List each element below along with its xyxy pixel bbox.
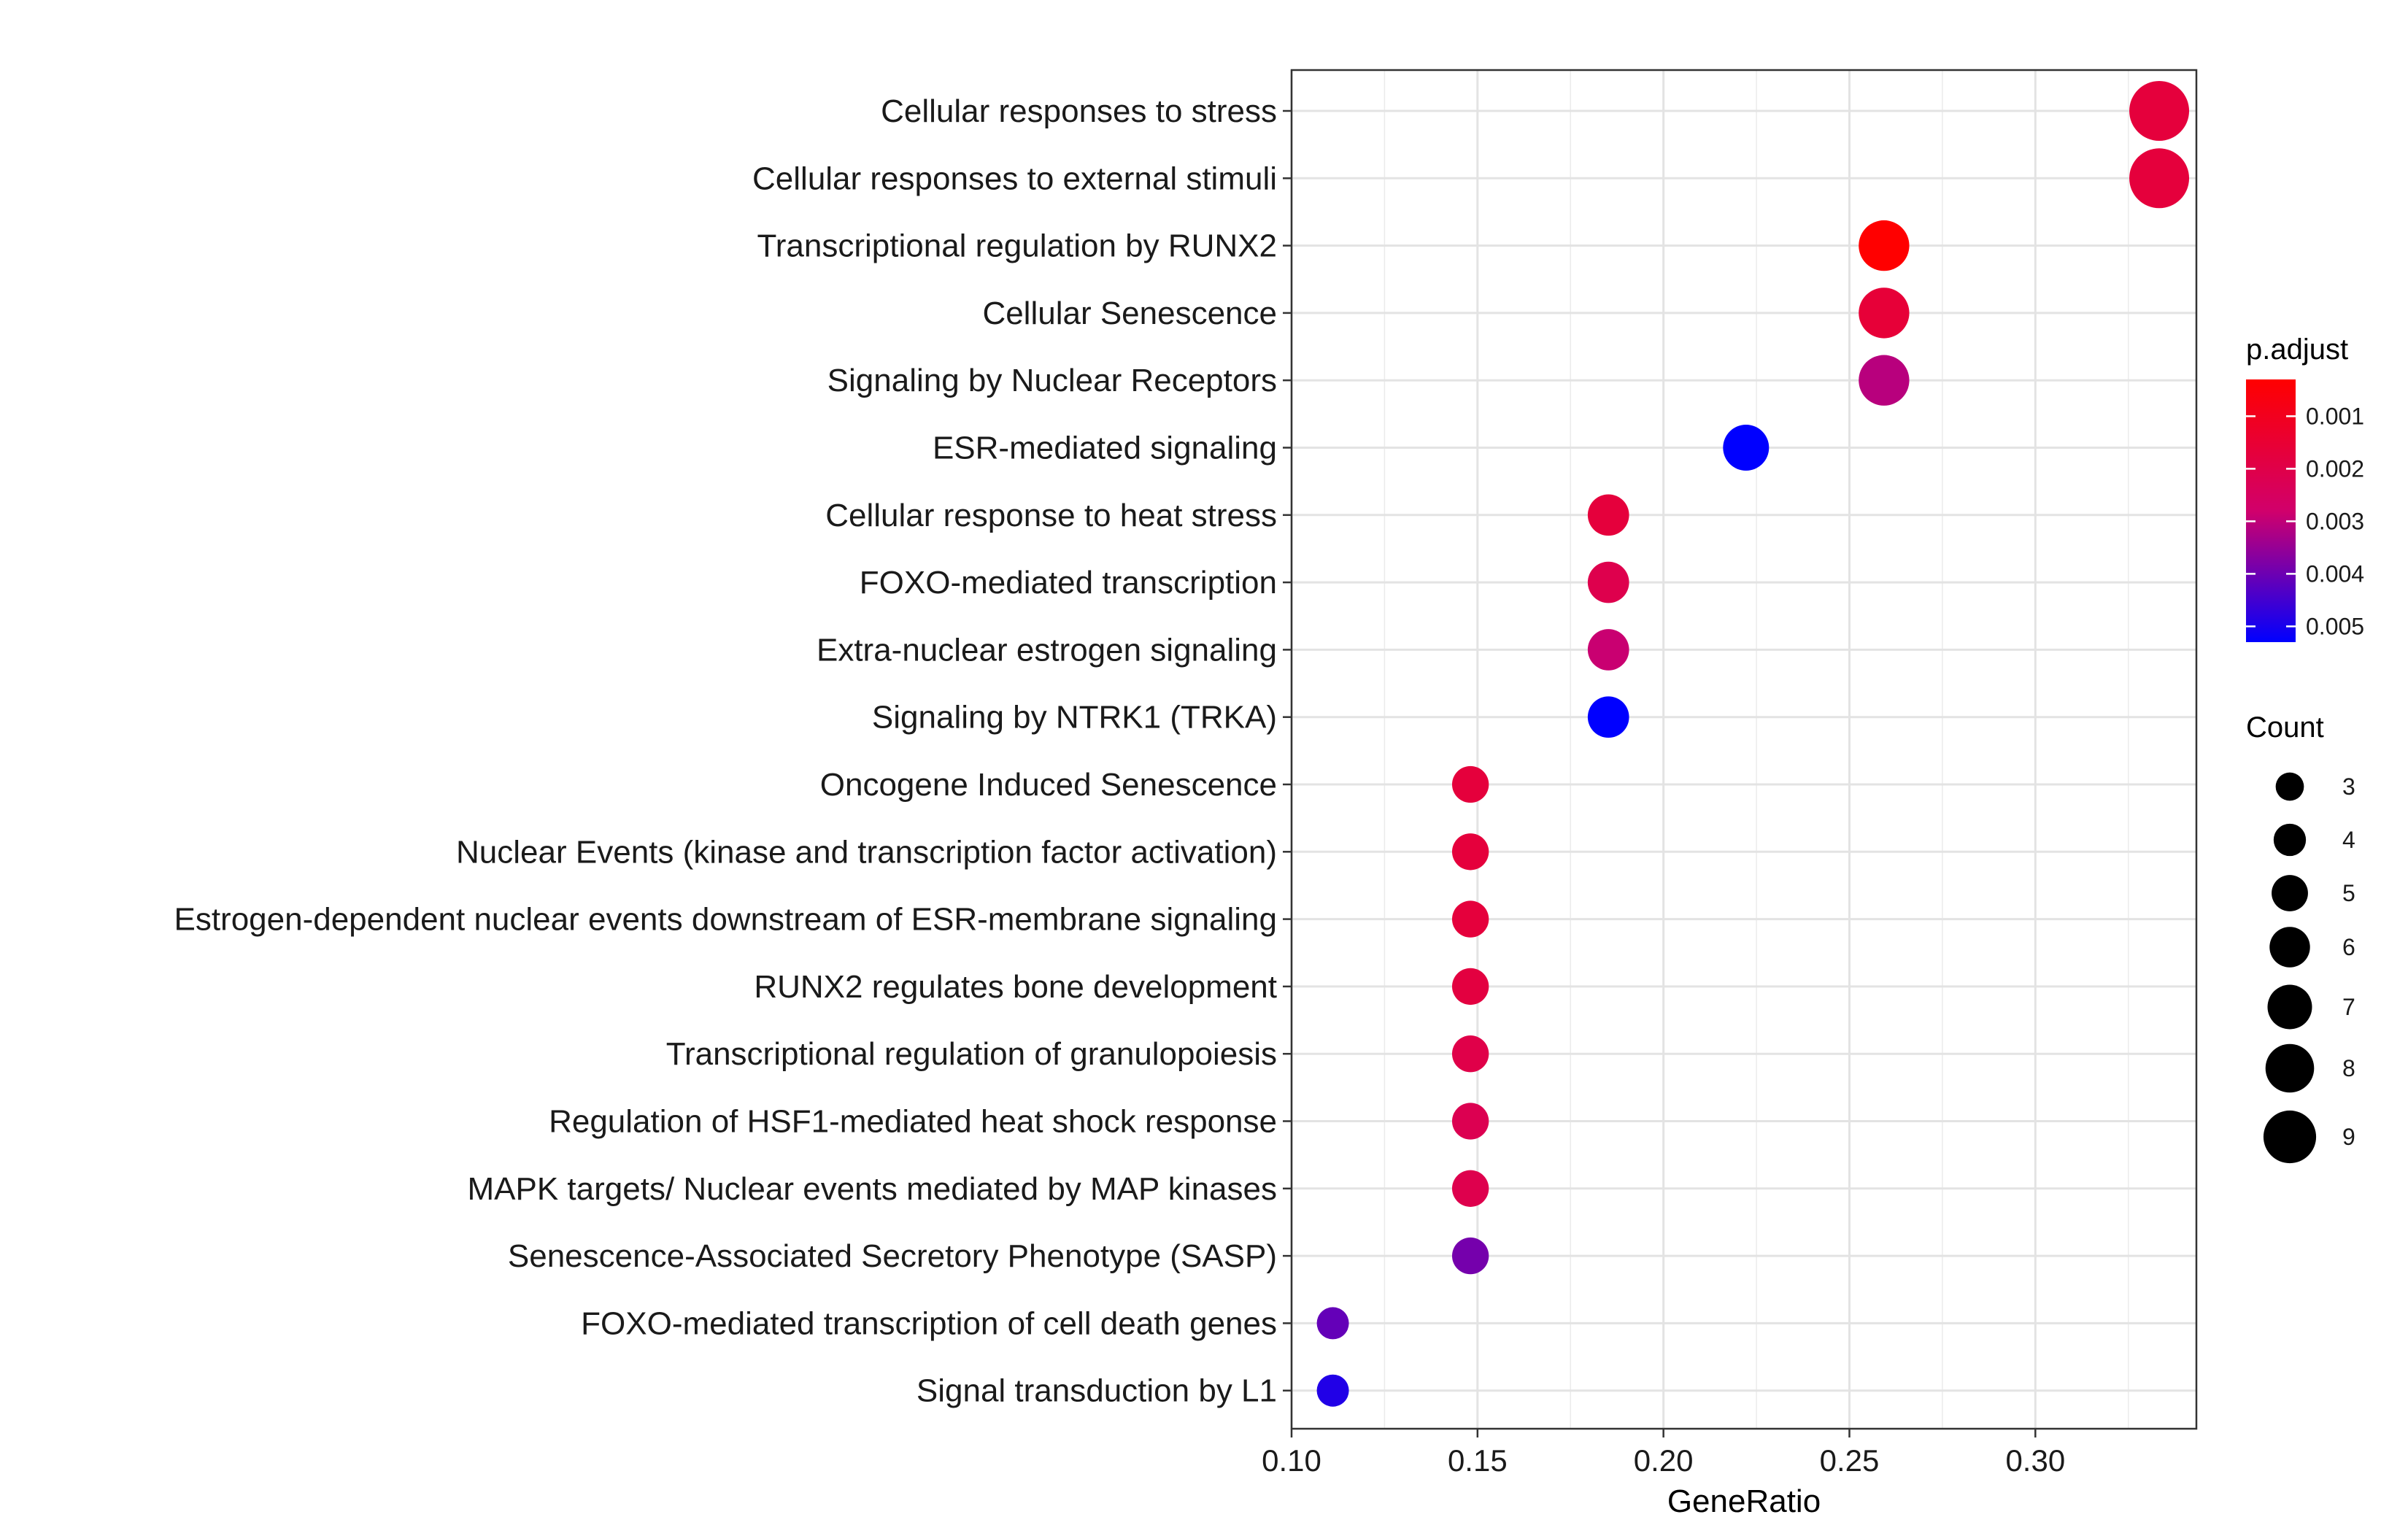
data-point [1723, 425, 1770, 471]
y-tick-label: Cellular responses to stress [881, 93, 1277, 129]
data-point [1859, 287, 1910, 339]
size-legend-key [2265, 1043, 2315, 1093]
x-tick-label: 0.25 [1820, 1443, 1880, 1478]
size-legend: Count 3 4 5 6 7 8 9 [2246, 711, 2355, 1164]
data-point [2129, 81, 2190, 141]
y-tick-label: FOXO-mediated transcription [860, 565, 1277, 601]
y-tick-label: Cellular responses to external stimuli [752, 161, 1277, 196]
size-legend-label: 8 [2342, 1055, 2355, 1081]
data-point [1451, 968, 1489, 1006]
data-point [1451, 1170, 1489, 1207]
color-legend-label: 0.002 [2306, 455, 2364, 482]
x-tick-label: 0.20 [1634, 1443, 1694, 1478]
y-tick-label: MAPK targets/ Nuclear events mediated by… [468, 1171, 1277, 1207]
y-tick-label: Transcriptional regulation by RUNX2 [757, 228, 1277, 264]
y-tick-label: Signaling by NTRK1 (TRKA) [872, 700, 1277, 736]
size-legend-key [2272, 875, 2308, 911]
size-legend-key [2269, 927, 2310, 968]
y-tick-label: ESR-mediated signaling [933, 431, 1277, 466]
y-tick-label: RUNX2 regulates bone development [754, 969, 1277, 1005]
color-legend-label: 0.003 [2306, 508, 2364, 534]
size-legend-label: 3 [2342, 773, 2355, 800]
data-point [1451, 1103, 1489, 1140]
x-axis: 0.10 0.15 0.20 0.25 0.30 [1262, 1429, 2065, 1478]
size-legend-label: 4 [2342, 827, 2355, 853]
size-legend-label: 6 [2342, 934, 2355, 960]
data-point [1451, 900, 1489, 938]
data-point [1316, 1307, 1349, 1340]
size-legend-key [2273, 823, 2307, 857]
size-legend-key [2275, 772, 2304, 801]
size-legend-key [2267, 984, 2312, 1030]
data-point [1451, 833, 1489, 871]
data-point [1859, 220, 1910, 271]
data-point [2129, 148, 2190, 209]
x-tick-label: 0.15 [1448, 1443, 1508, 1478]
data-point [1451, 765, 1489, 803]
y-tick-label: Senescence-Associated Secretory Phenotyp… [508, 1238, 1277, 1274]
data-points [1316, 81, 2190, 1407]
color-legend-gradient-bar [2246, 379, 2296, 642]
size-legend-label: 7 [2342, 994, 2355, 1020]
color-legend-ticks: 0.001 0.002 0.003 0.004 0.005 [2246, 403, 2364, 639]
color-legend-label: 0.004 [2306, 560, 2364, 587]
data-point [1587, 629, 1629, 671]
size-legend-label: 9 [2342, 1124, 2355, 1150]
y-tick-label: Signaling by Nuclear Receptors [827, 363, 1277, 398]
y-tick-label: Cellular Senescence [982, 296, 1277, 331]
y-tick-label: Nuclear Events (kinase and transcription… [456, 834, 1277, 870]
data-point [1451, 1035, 1489, 1073]
y-tick-label: Regulation of HSF1-mediated heat shock r… [549, 1104, 1277, 1140]
y-tick-label: Oncogene Induced Senescence [820, 767, 1277, 803]
color-legend-label: 0.001 [2306, 403, 2364, 429]
plot-panel [1292, 70, 2196, 1429]
data-point [1316, 1374, 1349, 1407]
y-tick-label: Estrogen-dependent nuclear events downst… [174, 902, 1277, 938]
data-point [1451, 1237, 1489, 1275]
data-point [1587, 561, 1629, 603]
data-point [1587, 696, 1629, 738]
y-tick-label: Signal transduction by L1 [916, 1373, 1277, 1409]
color-legend-title: p.adjust [2246, 333, 2348, 366]
y-axis: Cellular responses to stress Cellular res… [174, 93, 1292, 1409]
data-point [1587, 494, 1629, 536]
size-legend-title: Count [2246, 711, 2324, 744]
y-tick-label: Cellular response to heat stress [825, 498, 1277, 533]
color-legend-label: 0.005 [2306, 613, 2364, 639]
x-tick-label: 0.30 [2005, 1443, 2065, 1478]
plot-panel-border [1290, 69, 2198, 1430]
y-tick-label: Extra-nuclear estrogen signaling [817, 632, 1277, 668]
size-legend-items: 3 4 5 6 7 8 9 [2263, 772, 2355, 1164]
color-legend: p.adjust 0.001 0.002 0.003 0.004 0.005 [2246, 333, 2364, 642]
size-legend-label: 5 [2342, 880, 2355, 906]
x-axis-title: GeneRatio [1667, 1483, 1821, 1519]
y-tick-label: Transcriptional regulation of granulopoi… [666, 1036, 1277, 1072]
x-tick-label: 0.10 [1262, 1443, 1321, 1478]
size-legend-key [2263, 1110, 2317, 1164]
data-point [1859, 355, 1910, 406]
y-tick-label: FOXO-mediated transcription of cell deat… [581, 1305, 1277, 1341]
